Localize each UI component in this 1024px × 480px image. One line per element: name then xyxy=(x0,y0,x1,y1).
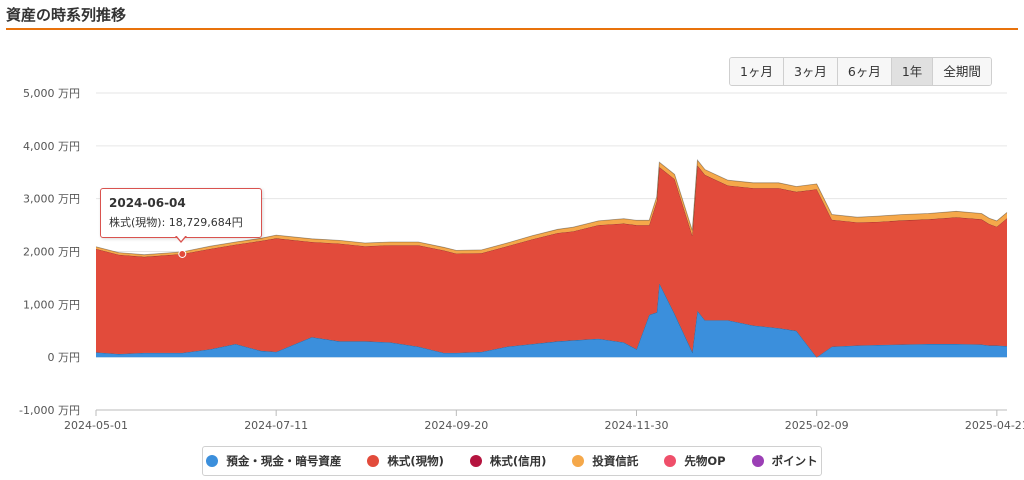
y-tick-label: 4,000 万円 xyxy=(23,140,80,153)
x-tick-label: 2024-07-11 xyxy=(244,419,308,432)
series-area-投資信託 xyxy=(96,160,1007,257)
y-tick-label: 5,000 万円 xyxy=(23,87,80,100)
title-rule xyxy=(6,28,1018,30)
range-1y-button[interactable]: 1年 xyxy=(891,58,934,85)
legend-dot-icon xyxy=(751,455,764,467)
series-line-投資信託 xyxy=(95,159,1008,256)
page-title: 資産の時系列推移 xyxy=(6,6,127,24)
legend-item-funds[interactable]: 投資信託 xyxy=(572,453,638,469)
range-all-button[interactable]: 全期間 xyxy=(933,58,991,85)
y-tick-label: 1,000 万円 xyxy=(23,298,80,311)
legend-label: 株式(信用) xyxy=(489,454,547,468)
range-3m-button[interactable]: 3ヶ月 xyxy=(783,58,838,85)
legend-label: 預金・現金・暗号資産 xyxy=(226,454,342,468)
legend-dot-icon xyxy=(206,455,219,467)
asset-area-chart[interactable]: -1,000 万円 0 万円 1,000 万円 2,000 万円 3,000 万円 4,0… xyxy=(0,0,1024,440)
y-tick-label: 0 万円 xyxy=(48,351,81,364)
legend-dot-icon xyxy=(469,455,482,467)
y-tick-label: 3,000 万円 xyxy=(23,193,80,206)
legend-dot-icon xyxy=(664,455,677,467)
legend-dot-icon xyxy=(367,455,380,467)
x-tick-label: 2024-05-01 xyxy=(64,419,128,432)
legend-dot-icon xyxy=(572,455,585,467)
x-tick-label: 2024-11-30 xyxy=(605,419,669,432)
legend-item-points[interactable]: ポイント xyxy=(751,453,818,469)
legend-label: ポイント xyxy=(771,454,818,468)
legend-item-stocks-spot[interactable]: 株式(現物) xyxy=(367,453,444,469)
legend-label: 株式(現物) xyxy=(387,454,444,468)
hover-marker xyxy=(178,249,187,258)
legend-item-futures[interactable]: 先物OP xyxy=(664,453,726,469)
series-area-株式(現物) xyxy=(96,165,1007,358)
x-tick-label: 2024-09-20 xyxy=(424,419,488,432)
legend-label: 投資信託 xyxy=(592,454,639,468)
legend-item-deposits[interactable]: 預金・現金・暗号資産 xyxy=(206,453,341,469)
x-tick-label: 2025-02-09 xyxy=(785,419,849,432)
y-axis: -1,000 万円 0 万円 1,000 万円 2,000 万円 3,000 万円 4,0… xyxy=(19,87,80,417)
y-tick-label: 2,000 万円 xyxy=(23,246,80,259)
legend-item-stocks-margin[interactable]: 株式(信用) xyxy=(469,453,547,469)
tooltip-point xyxy=(178,249,187,258)
legend-label: 先物OP xyxy=(684,454,726,468)
range-6m-button[interactable]: 6ヶ月 xyxy=(837,58,892,85)
range-selector: 1ヶ月 3ヶ月 6ヶ月 1年 全期間 xyxy=(729,57,992,86)
chart-tooltip: 2024-06-04 株式(現物): 18,729,684円 xyxy=(100,188,262,238)
tooltip-date: 2024-06-04 xyxy=(109,196,186,210)
range-1m-button[interactable]: 1ヶ月 xyxy=(730,58,784,85)
chart-areas xyxy=(95,159,1008,358)
y-tick-label: -1,000 万円 xyxy=(19,404,80,417)
tooltip-value: 株式(現物): 18,729,684円 xyxy=(109,216,243,229)
chart-legend: 預金・現金・暗号資産 株式(現物) 株式(信用) 投資信託 先物OP ポイント xyxy=(202,446,822,476)
x-axis: 2024-05-01 2024-07-11 2024-09-20 2024-11-30… xyxy=(64,409,1024,432)
x-tick-label: 2025-04-21 xyxy=(965,419,1024,432)
tooltip-arrow-inner xyxy=(176,235,186,241)
series-area-預金・現金・暗号資産 xyxy=(96,283,1007,358)
